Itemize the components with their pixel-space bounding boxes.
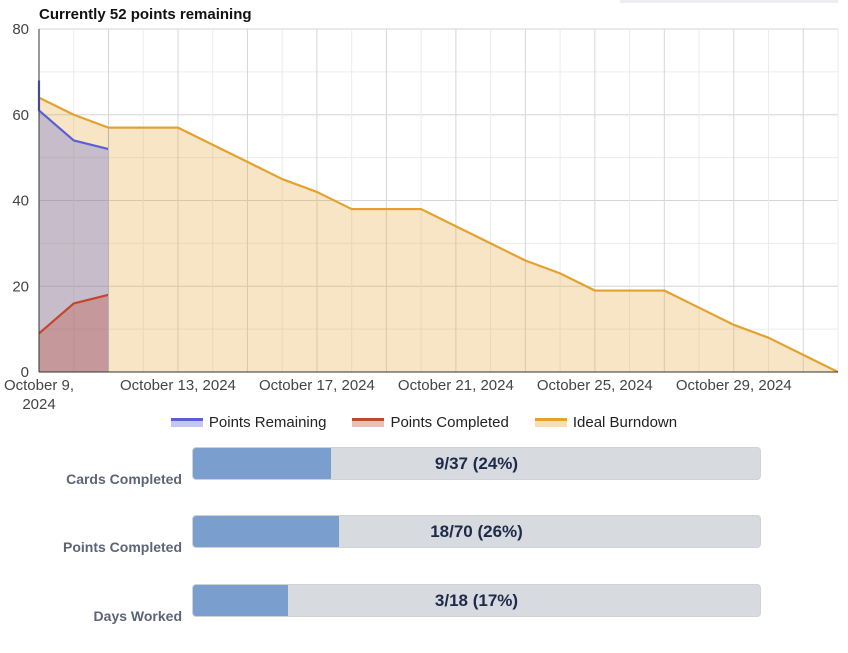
- x-tick-label: October 13, 2024: [120, 377, 236, 394]
- x-tick-label: October 17, 2024: [259, 377, 375, 394]
- series-areas: [39, 80, 838, 372]
- chart-title: Currently 52 points remaining: [39, 6, 252, 23]
- stat-points-completed: Points Completed 18/70 (26%): [0, 515, 848, 555]
- progress-track: 3/18 (17%): [192, 584, 761, 617]
- legend-label: Points Remaining: [208, 414, 327, 431]
- chart-legend: Points Remaining Points Completed Ideal …: [0, 414, 848, 431]
- stat-label: Cards Completed: [66, 471, 182, 487]
- y-tick-label: 20: [12, 278, 29, 295]
- progress-text: 18/70 (26%): [430, 521, 523, 541]
- legend-item-points-remaining[interactable]: Points Remaining: [170, 414, 327, 431]
- progress-track: 9/37 (24%): [192, 447, 761, 480]
- progress-text: 3/18 (17%): [434, 590, 519, 610]
- x-tick-label: October 25, 2024: [537, 377, 653, 394]
- x-tick-label: October 9, 2024: [4, 377, 74, 412]
- progress-fill: [193, 585, 288, 616]
- legend-swatch-points-completed: [352, 418, 385, 427]
- line-ideal-burndown: [38, 96, 839, 373]
- legend-label: Points Completed: [390, 414, 509, 431]
- y-tick-label: 80: [12, 21, 29, 38]
- progress-track: 18/70 (26%): [192, 515, 761, 548]
- legend-item-points-completed[interactable]: Points Completed: [352, 414, 509, 431]
- x-tick-label: October 21, 2024: [398, 377, 514, 394]
- stat-label: Days Worked: [93, 608, 182, 624]
- x-tick-label: October 29, 2024: [676, 377, 792, 394]
- area-ideal-burndown: [39, 97, 838, 372]
- axes: 0 20 40 60 80 October 9, 2024 October 13, 2024 O…: [4, 21, 838, 412]
- legend-swatch-ideal-burndown: [534, 418, 567, 427]
- stat-days-worked: Days Worked 3/18 (17%): [0, 584, 848, 624]
- line-points-completed: [38, 293, 109, 335]
- legend-label: Ideal Burndown: [572, 414, 678, 431]
- legend-swatch-points-remaining: [170, 418, 203, 427]
- burndown-chart: 0 20 40 60 80 October 9, 2024 October 13, 2024 O…: [4, 21, 839, 412]
- progress-fill: [193, 516, 339, 547]
- area-points-completed: [39, 294, 109, 372]
- y-tick-label: 60: [12, 107, 29, 124]
- stat-label: Points Completed: [62, 539, 182, 555]
- legend-item-ideal-burndown[interactable]: Ideal Burndown: [534, 414, 678, 431]
- y-tick-label: 0: [21, 364, 29, 381]
- progress-text: 9/37 (24%): [434, 453, 519, 473]
- top-toolbar-edge: [620, 0, 838, 3]
- y-tick-label: 40: [12, 193, 29, 210]
- progress-fill: [193, 448, 331, 479]
- stat-cards-completed: Cards Completed 9/37 (24%): [0, 447, 848, 487]
